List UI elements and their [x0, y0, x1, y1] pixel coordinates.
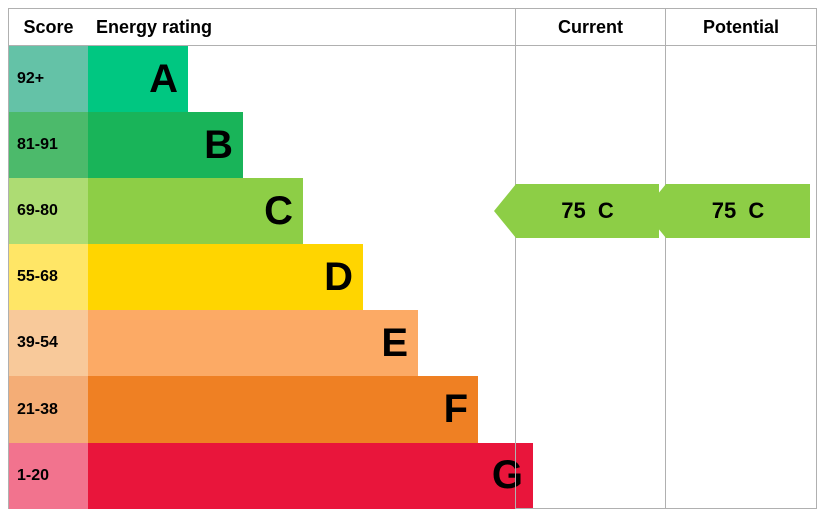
energy-rating-chart: Score Energy rating Current Potential 92…: [8, 8, 817, 509]
header-energy-rating: Energy rating: [88, 9, 515, 45]
band-bar-f: F: [88, 376, 478, 442]
band-row-e: 39-54E: [8, 310, 503, 376]
current-rating-arrow: 75 C: [494, 184, 659, 238]
band-bar-d: D: [88, 244, 363, 310]
band-bar-b: B: [88, 112, 243, 178]
score-range-a: 92+: [8, 46, 88, 112]
band-row-a: 92+A: [8, 46, 503, 112]
score-range-f: 21-38: [8, 376, 88, 442]
header-potential: Potential: [665, 9, 817, 45]
potential-rating-arrow: 75 C: [644, 184, 810, 238]
header-current: Current: [515, 9, 665, 45]
band-row-b: 81-91B: [8, 112, 503, 178]
band-bar-a: A: [88, 46, 188, 112]
band-bar-e: E: [88, 310, 418, 376]
band-bar-g: G: [88, 443, 533, 509]
score-range-e: 39-54: [8, 310, 88, 376]
arrow-head-icon: [494, 184, 516, 238]
rating-value-label: 75 C: [516, 184, 659, 238]
rating-value-label: 75 C: [666, 184, 810, 238]
rating-columns: 75 C 75 C: [515, 46, 817, 509]
bands-area: 92+A81-91B69-80C55-68D39-54E21-38F1-20G: [8, 46, 503, 509]
band-row-d: 55-68D: [8, 244, 503, 310]
potential-column: 75 C: [665, 46, 817, 509]
score-range-g: 1-20: [8, 443, 88, 509]
band-row-g: 1-20G: [8, 443, 503, 509]
band-bar-c: C: [88, 178, 303, 244]
score-range-b: 81-91: [8, 112, 88, 178]
arrow-head-icon: [644, 184, 666, 238]
score-range-c: 69-80: [8, 178, 88, 244]
header-row: Score Energy rating Current Potential: [8, 8, 817, 46]
header-score: Score: [8, 9, 88, 45]
current-column: 75 C: [515, 46, 665, 509]
score-range-d: 55-68: [8, 244, 88, 310]
band-row-c: 69-80C: [8, 178, 503, 244]
band-row-f: 21-38F: [8, 376, 503, 442]
